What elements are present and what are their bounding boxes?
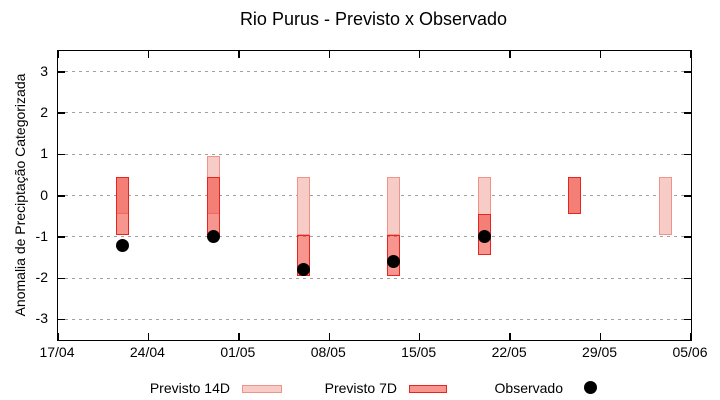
y-tick-right bbox=[684, 318, 691, 321]
y-tick-right bbox=[684, 112, 691, 114]
y-tick-label: -3 bbox=[35, 310, 48, 327]
x-tick-bottom bbox=[238, 333, 240, 340]
x-tick-bottom bbox=[509, 333, 511, 340]
gridline bbox=[58, 277, 691, 279]
x-tick-top bbox=[690, 51, 692, 58]
x-tick-top bbox=[328, 51, 331, 58]
x-tick-label: 08/05 bbox=[310, 344, 346, 360]
x-tick-label: 29/05 bbox=[582, 344, 618, 360]
gridline bbox=[58, 318, 691, 320]
gridline bbox=[58, 195, 691, 196]
y-tick-left bbox=[58, 236, 65, 238]
legend-observado-marker bbox=[583, 381, 597, 394]
y-tick-label: -2 bbox=[35, 269, 48, 286]
y-tick-left bbox=[58, 71, 65, 73]
y-tick-right bbox=[684, 153, 691, 156]
y-tick-right bbox=[684, 71, 691, 73]
plot-area bbox=[57, 50, 692, 341]
y-tick-left bbox=[58, 112, 65, 114]
y-tick-label: -1 bbox=[35, 227, 48, 244]
x-tick-top bbox=[509, 51, 511, 58]
x-tick-bottom bbox=[328, 333, 331, 340]
x-tick-top bbox=[147, 51, 150, 58]
y-tick-left bbox=[58, 195, 65, 197]
y-tick-left bbox=[58, 153, 65, 156]
observado-dot bbox=[116, 238, 130, 252]
y-tick-left bbox=[58, 277, 65, 280]
legend-swatch-previsto-7d bbox=[409, 384, 447, 393]
y-tick-right bbox=[684, 195, 691, 197]
gridline bbox=[58, 71, 691, 73]
x-tick-label: 05/06 bbox=[672, 344, 708, 360]
previsto-14d-bar bbox=[296, 176, 310, 235]
x-tick-bottom bbox=[57, 333, 59, 340]
x-tick-top bbox=[238, 51, 240, 58]
observado-dot bbox=[477, 230, 491, 244]
gridline bbox=[58, 153, 691, 155]
x-tick-top bbox=[418, 51, 421, 58]
gridline bbox=[58, 236, 691, 238]
x-tick-label: 15/05 bbox=[401, 344, 437, 360]
y-tick-label: 2 bbox=[40, 103, 48, 120]
y-tick-right bbox=[684, 277, 691, 280]
y-tick-label: 0 bbox=[40, 186, 48, 203]
x-tick-top bbox=[57, 51, 59, 58]
legend-swatch-previsto-14d bbox=[242, 384, 282, 393]
previsto-7d-bar bbox=[206, 176, 220, 235]
x-tick-label: 24/04 bbox=[129, 344, 165, 360]
x-tick-bottom bbox=[690, 333, 692, 340]
previsto-14d-bar bbox=[658, 176, 672, 235]
x-tick-bottom bbox=[418, 333, 421, 340]
observado-dot bbox=[387, 255, 401, 269]
y-tick-left bbox=[58, 318, 65, 321]
y-tick-label: 3 bbox=[40, 62, 48, 79]
previsto-14d-bar bbox=[387, 176, 401, 235]
chart-title: Rio Purus - Previsto x Observado bbox=[239, 9, 508, 29]
x-tick-bottom bbox=[147, 333, 150, 340]
previsto-7d-bar bbox=[116, 176, 130, 235]
observado-dot bbox=[296, 263, 310, 277]
x-tick-bottom bbox=[599, 333, 602, 340]
previsto-7d-bar bbox=[568, 176, 582, 215]
gridline bbox=[58, 112, 691, 114]
y-tick-right bbox=[684, 236, 691, 238]
legend-label-previsto-7d: Previsto 7D bbox=[324, 380, 397, 396]
legend-label-previsto-14d: Previsto 14D bbox=[149, 380, 230, 396]
x-tick-label: 17/04 bbox=[39, 344, 75, 360]
observado-dot bbox=[206, 230, 220, 244]
y-tick-label: 1 bbox=[40, 145, 48, 162]
x-tick-top bbox=[599, 51, 602, 58]
x-tick-label: 22/05 bbox=[491, 344, 527, 360]
legend-label-observado: Observado bbox=[494, 380, 563, 396]
x-tick-label: 01/05 bbox=[220, 344, 256, 360]
